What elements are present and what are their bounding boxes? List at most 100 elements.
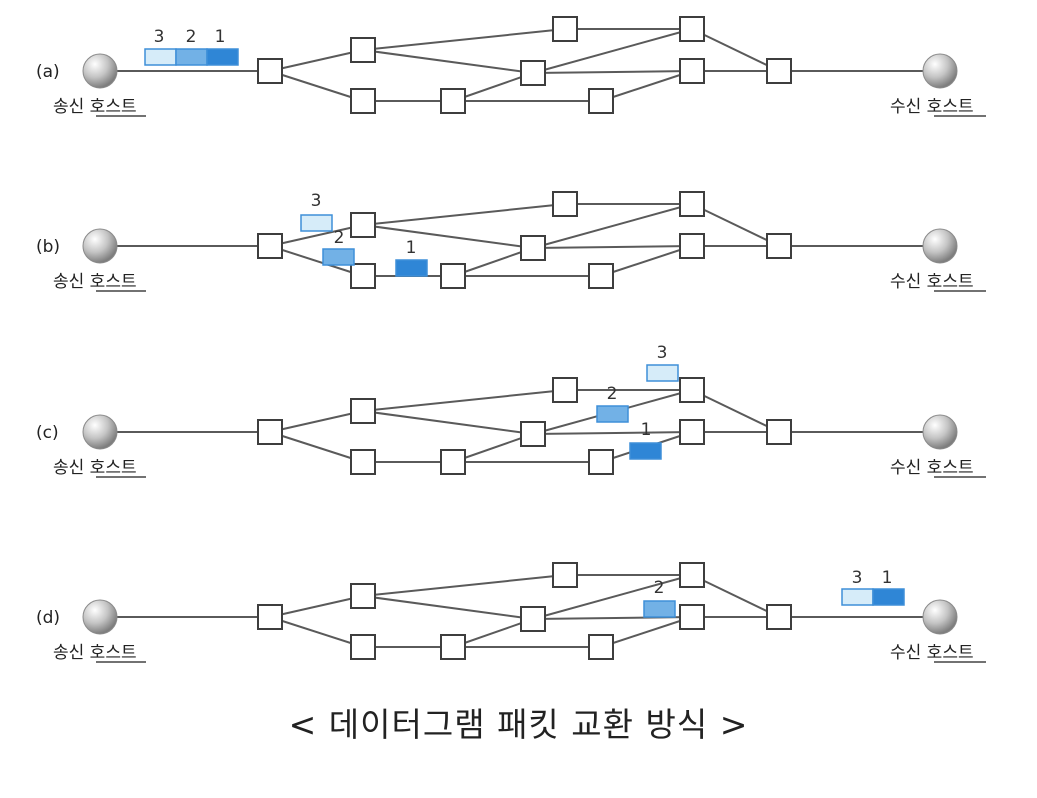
router-node	[552, 191, 578, 217]
router-node	[679, 604, 705, 630]
sender-host-icon	[82, 228, 118, 264]
packet-2-label: 2	[607, 384, 618, 404]
link-B-G	[362, 574, 566, 597]
router-node	[350, 263, 376, 289]
receiver-host-label: 수신 호스트	[890, 97, 974, 117]
router-node	[679, 191, 705, 217]
sender-host-label: 송신 호스트	[53, 97, 137, 117]
panel-c: (c) 송신 호스트 수신 호스트 3 2 1	[36, 343, 986, 478]
panel-a: (a) 송신 호스트 수신 호스트 3 2 1	[36, 16, 986, 117]
router-node	[257, 604, 283, 630]
router-node	[679, 58, 705, 84]
router-node	[520, 60, 546, 86]
router-node	[552, 16, 578, 42]
receiver-host-label: 수신 호스트	[890, 643, 974, 663]
link-E-H	[532, 28, 693, 74]
sender-host-label: 송신 호스트	[53, 643, 137, 663]
link-H-J	[691, 28, 780, 72]
link-A-C	[269, 70, 364, 102]
packet-3	[841, 588, 874, 606]
panel-b: (b) 송신 호스트 수신 호스트 32 1	[36, 191, 986, 292]
packet-3	[144, 48, 177, 66]
receiver-host-label: 수신 호스트	[890, 458, 974, 478]
router-node	[679, 377, 705, 403]
packet-1	[395, 259, 428, 277]
link-F-I	[600, 70, 693, 102]
packet-1-label: 1	[641, 420, 652, 440]
link-B-G	[362, 389, 566, 412]
router-node	[350, 583, 376, 609]
link-B-E	[362, 410, 534, 435]
link-A-C	[269, 616, 364, 648]
sender-host-icon	[82, 414, 118, 450]
link-D-E	[452, 433, 534, 463]
panel-label: (d)	[36, 608, 60, 628]
receiver-host-icon	[922, 228, 958, 264]
sender-host-label: 송신 호스트	[53, 272, 137, 292]
link-D-E	[452, 72, 534, 102]
sender-host-icon	[82, 53, 118, 89]
link-H-J	[691, 574, 780, 618]
receiver-host-icon	[922, 599, 958, 635]
link-B-G	[362, 28, 566, 51]
link-H-J	[691, 389, 780, 433]
panel-label: (c)	[36, 423, 59, 443]
packet-2	[596, 405, 629, 423]
router-node	[440, 634, 466, 660]
receiver-host-icon	[922, 53, 958, 89]
router-node	[257, 58, 283, 84]
packet-1-label: 1	[882, 568, 893, 588]
link-A-B	[269, 595, 364, 618]
router-node	[350, 634, 376, 660]
router-node	[588, 634, 614, 660]
router-node	[350, 88, 376, 114]
link-F-I	[600, 616, 693, 648]
router-node	[440, 263, 466, 289]
packet-1-label: 1	[406, 238, 417, 258]
router-node	[588, 449, 614, 475]
router-node	[766, 419, 792, 445]
panel-d: (d) 송신 호스트 수신 호스트 3 1 2	[36, 562, 986, 663]
router-node	[679, 233, 705, 259]
link-D-E	[452, 247, 534, 277]
link-E-I	[532, 70, 693, 74]
receiver-host-label: 수신 호스트	[890, 272, 974, 292]
router-node	[520, 606, 546, 632]
packet-1	[206, 48, 239, 66]
packet-2	[175, 48, 208, 66]
router-node	[766, 58, 792, 84]
packet-2-label: 2	[654, 578, 665, 598]
link-A-C	[269, 431, 364, 463]
link-B-E	[362, 49, 534, 74]
packet-1-label: 1	[215, 27, 226, 47]
router-node	[588, 88, 614, 114]
packet-3-label: 3	[852, 568, 863, 588]
packet-1	[629, 442, 662, 460]
router-node	[679, 562, 705, 588]
link-E-H	[532, 203, 693, 249]
router-node	[766, 233, 792, 259]
router-node	[552, 377, 578, 403]
packet-2	[643, 600, 676, 618]
link-D-E	[452, 618, 534, 648]
link-H-J	[691, 203, 780, 247]
router-node	[440, 88, 466, 114]
link-A-B	[269, 224, 364, 247]
packet-2-label: 2	[186, 27, 197, 47]
link-E-I	[532, 431, 693, 435]
packet-2-label: 2	[334, 228, 345, 248]
packet-2	[322, 248, 355, 266]
link-B-E	[362, 224, 534, 249]
link-A-B	[269, 410, 364, 433]
packet-3-label: 3	[154, 27, 165, 47]
router-node	[679, 16, 705, 42]
router-node	[520, 421, 546, 447]
packet-3-label: 3	[311, 191, 322, 211]
router-node	[350, 449, 376, 475]
link-B-E	[362, 595, 534, 620]
router-node	[440, 449, 466, 475]
link-B-G	[362, 203, 566, 226]
link-A-B	[269, 49, 364, 72]
